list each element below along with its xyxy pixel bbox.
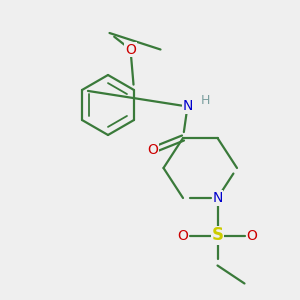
Text: O: O [125,43,136,56]
Text: O: O [178,229,188,242]
Text: N: N [182,100,193,113]
Text: N: N [212,191,223,205]
Text: O: O [148,143,158,157]
Text: H: H [201,94,210,107]
Text: O: O [247,229,257,242]
Text: S: S [212,226,224,244]
